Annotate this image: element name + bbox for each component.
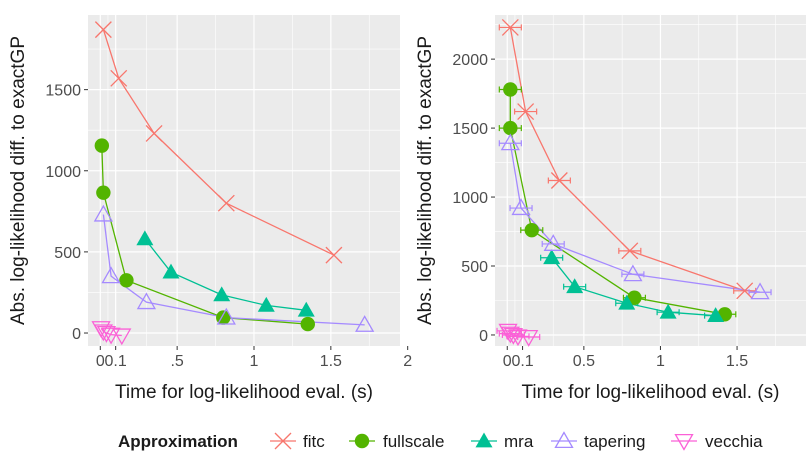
x-tick-label: 1.5 (726, 353, 748, 370)
legend-title: Approximation (118, 432, 238, 451)
x-axis-title: Time for log-likelihood eval. (s) (115, 382, 373, 403)
data-point-fullscale (503, 121, 517, 135)
data-point-fullscale (95, 138, 109, 152)
x-tick-label: 1 (656, 353, 665, 370)
x-tick-label: 1 (250, 353, 259, 370)
x-tick-label: .5 (170, 353, 183, 370)
x-tick-label: 1.5 (320, 353, 342, 370)
data-point-fullscale (301, 317, 315, 331)
y-tick-label: 1000 (45, 164, 81, 181)
y-tick-label: 0 (72, 326, 81, 343)
legend-key-marker-vecchia (676, 435, 693, 450)
right-panel: 00.10.511.520500100015002000Time for log… (415, 15, 808, 403)
x-tick-label: 0.1 (105, 353, 127, 370)
plot-background (495, 15, 806, 346)
y-tick-label: 0 (479, 328, 488, 345)
data-point-fullscale (119, 273, 133, 287)
y-tick-label: 2000 (452, 52, 488, 69)
x-tick-label: 2 (403, 353, 412, 370)
data-point-fullscale (525, 223, 539, 237)
y-tick-label: 500 (54, 245, 81, 262)
y-tick-label: 1000 (452, 190, 488, 207)
legend-key-marker-fullscale (355, 434, 369, 448)
legend-label-vecchia: vecchia (705, 432, 763, 451)
legend-key-marker-tapering (556, 433, 573, 448)
plot-background (88, 15, 400, 346)
x-axis-title: Time for log-likelihood eval. (s) (522, 382, 780, 403)
y-tick-label: 1500 (45, 83, 81, 100)
legend-label-tapering: tapering (584, 432, 645, 451)
y-tick-label: 1500 (452, 121, 488, 138)
x-tick-label: 0.1 (511, 353, 533, 370)
y-axis-title: Abs. log-likelihood diff. to exactGP (8, 36, 29, 325)
x-tick-label: 0 (503, 353, 512, 370)
data-point-fullscale (96, 185, 110, 199)
legend-label-mra: mra (504, 432, 534, 451)
y-axis-title: Abs. log-likelihood diff. to exactGP (415, 36, 436, 325)
legend-label-fitc: fitc (303, 432, 325, 451)
x-tick-label: 0.5 (573, 353, 595, 370)
legend: Approximation fitc fullscale mra tapering vec… (118, 432, 763, 451)
legend-key-marker-mra (476, 433, 493, 448)
data-point-fullscale (503, 82, 517, 96)
y-tick-label: 500 (461, 259, 488, 276)
x-tick-label: 0 (96, 353, 105, 370)
legend-label-fullscale: fullscale (383, 432, 444, 451)
